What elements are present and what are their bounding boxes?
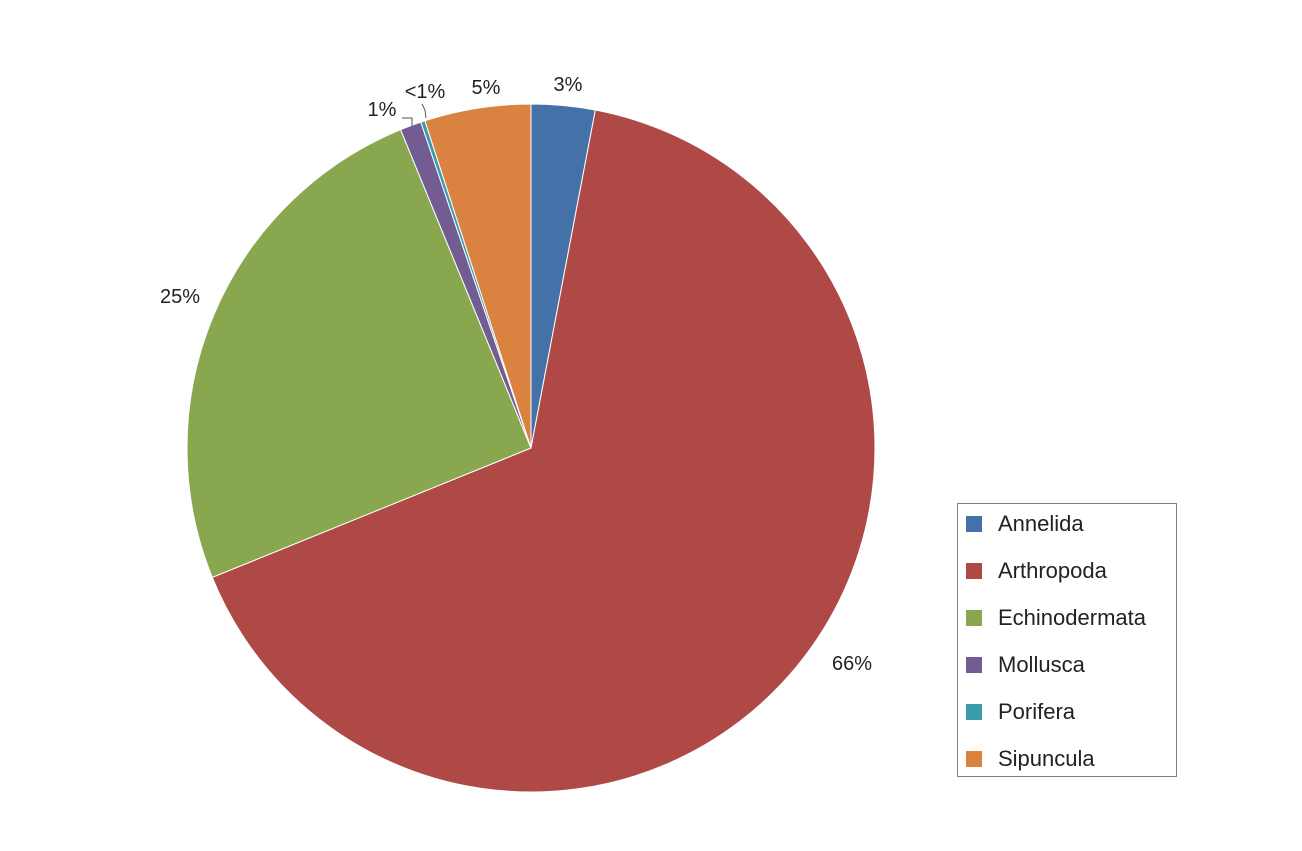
legend-item-sipuncula: Sipuncula bbox=[966, 744, 1095, 774]
data-label-porifera: <1% bbox=[405, 81, 446, 103]
legend-swatch bbox=[966, 516, 982, 532]
legend-item-annelida: Annelida bbox=[966, 509, 1084, 539]
legend-item-mollusca: Mollusca bbox=[966, 650, 1085, 680]
legend-swatch bbox=[966, 563, 982, 579]
legend-label: Porifera bbox=[998, 699, 1076, 724]
pie-slice-arthropoda bbox=[211, 109, 876, 793]
data-labels: 3% 66% 25% 1% <1% 5% bbox=[160, 74, 872, 675]
pie-slices bbox=[186, 103, 876, 793]
legend-label: Sipuncula bbox=[998, 746, 1095, 771]
leader-lines bbox=[402, 103, 427, 126]
data-label-arthropoda: 66% bbox=[832, 653, 872, 675]
legend-swatch bbox=[966, 704, 982, 720]
data-label-mollusca: 1% bbox=[368, 99, 397, 121]
legend-item-porifera: Porifera bbox=[966, 697, 1075, 727]
data-label-sipuncula: 5% bbox=[472, 77, 501, 99]
leader-line-porifera bbox=[421, 103, 427, 119]
legend-item-arthropoda: Arthropoda bbox=[966, 556, 1107, 586]
leader-line-mollusca bbox=[402, 117, 413, 126]
legend-swatch bbox=[966, 610, 982, 626]
legend-label: Annelida bbox=[998, 511, 1084, 536]
legend-label: Echinodermata bbox=[998, 605, 1146, 630]
data-label-annelida: 3% bbox=[554, 74, 583, 96]
data-label-echinodermata: 25% bbox=[160, 286, 200, 308]
pie-slice-echinodermata bbox=[186, 129, 532, 579]
legend-item-echinodermata: Echinodermata bbox=[966, 603, 1146, 633]
legend-swatch bbox=[966, 657, 982, 673]
legend-swatch bbox=[966, 751, 982, 767]
legend: Annelida Arthropoda Echinodermata Mollusca P… bbox=[957, 503, 1177, 777]
legend-label: Arthropoda bbox=[998, 558, 1107, 583]
legend-label: Mollusca bbox=[998, 652, 1085, 677]
pie-slice-sipuncula bbox=[424, 103, 532, 449]
